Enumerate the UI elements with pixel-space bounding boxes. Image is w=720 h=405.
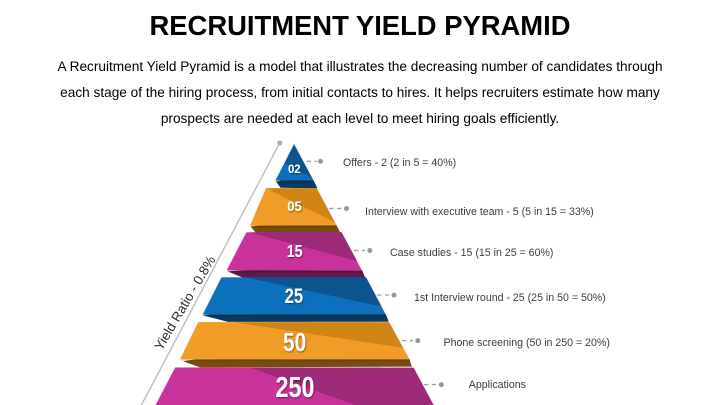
svg-text:05: 05 — [287, 199, 302, 214]
svg-text:25: 25 — [285, 285, 303, 308]
svg-text:50: 50 — [283, 329, 306, 358]
svg-text:02: 02 — [288, 163, 301, 176]
svg-text:250: 250 — [276, 370, 315, 403]
svg-text:15: 15 — [287, 243, 303, 262]
